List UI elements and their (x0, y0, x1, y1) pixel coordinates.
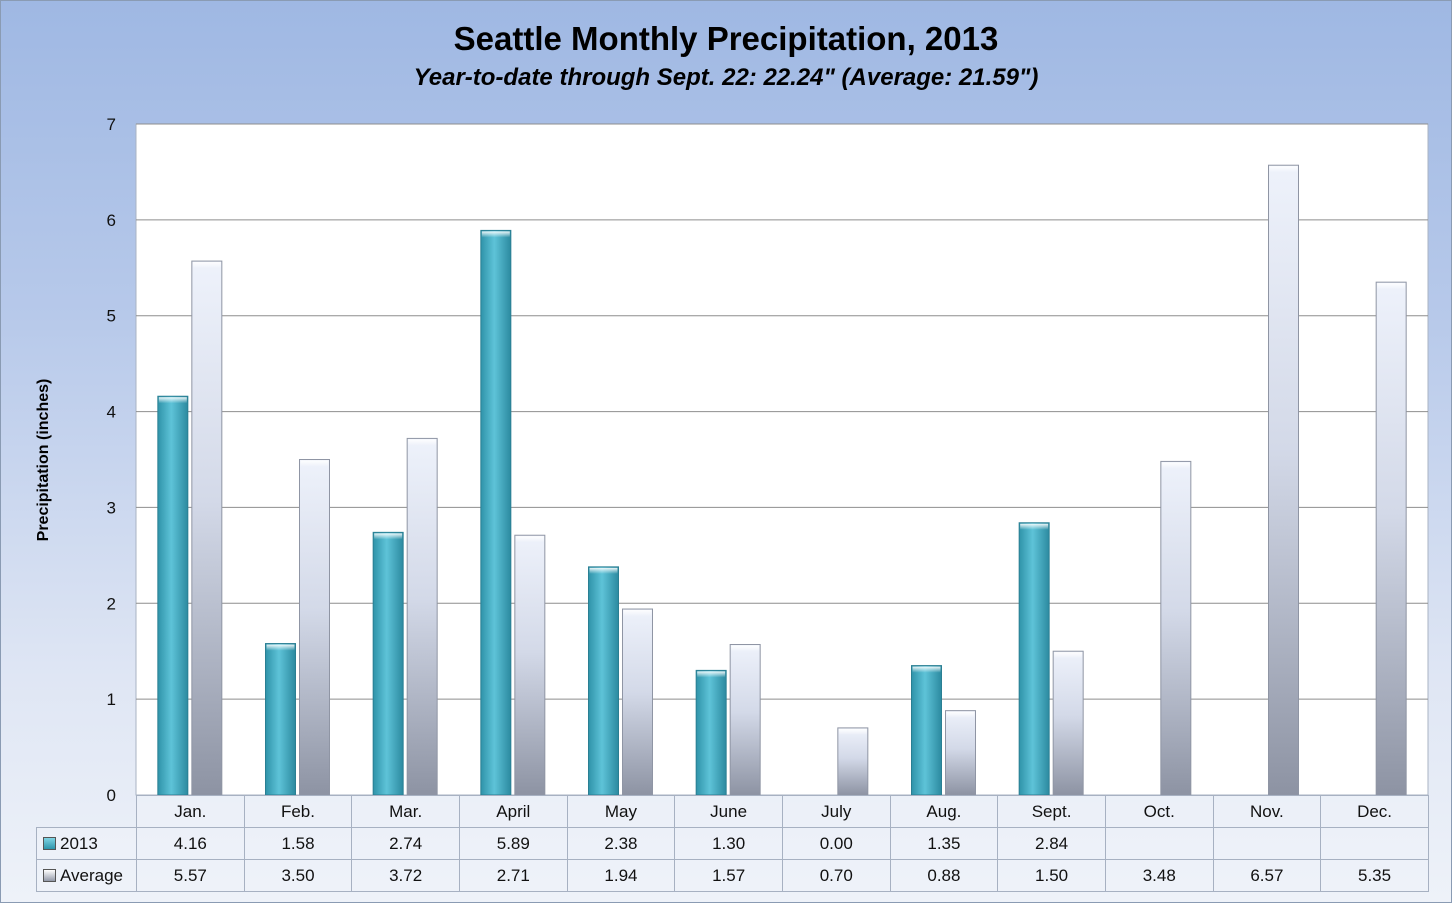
data-label: 5.57 (136, 859, 245, 892)
data-table: Jan. Feb. Mar. April May June July Aug. Sept. Oct… (36, 795, 1429, 892)
bar-2013-7 (911, 665, 942, 796)
bar-2013-2 (372, 531, 404, 796)
chart-subtitle: Year-to-date through Sept. 22: 22.24" (A… (413, 64, 1039, 91)
data-label: 0.70 (781, 859, 891, 892)
bar-average-1 (299, 459, 330, 796)
bar-bevel (481, 231, 510, 238)
data-label: 2.74 (351, 827, 460, 860)
legend-key-swatch (43, 868, 56, 882)
bar-bevel (1054, 652, 1083, 659)
data-label: 0.00 (781, 827, 891, 860)
bar-average-10 (1268, 164, 1299, 796)
bar-average-6 (837, 727, 869, 796)
bar-2013-5 (695, 669, 727, 796)
data-label: 1.30 (674, 827, 783, 860)
data-label: 2.38 (566, 827, 676, 860)
bar-bevel (266, 644, 295, 651)
y-tick-label: 7 (107, 115, 116, 134)
bar-average-0 (191, 260, 223, 796)
bar-bevel (515, 536, 544, 543)
legend-key-swatch (43, 836, 56, 850)
x-category-label: May (566, 795, 676, 828)
bar-2013-3 (480, 229, 512, 796)
bar-2013-0 (157, 395, 189, 796)
bar-bevel (408, 439, 437, 446)
bar-2013-1 (265, 643, 296, 796)
data-label: 6.57 (1212, 859, 1322, 892)
y-tick-label: 5 (107, 307, 116, 326)
bar-bevel (731, 645, 760, 652)
bar-average-8 (1052, 650, 1084, 796)
bar-average-9 (1160, 460, 1192, 796)
x-category-label: June (674, 795, 783, 828)
data-label: 1.94 (566, 859, 676, 892)
bar-average-5 (729, 644, 761, 796)
bar-2013-4 (588, 566, 619, 796)
x-category-label: Oct. (1104, 795, 1214, 828)
bar-2013-8 (1018, 522, 1050, 796)
data-label (1212, 827, 1322, 860)
data-label (1104, 827, 1214, 860)
bar-bevel (1377, 283, 1406, 290)
bar-average-2 (406, 437, 438, 796)
bar-bevel (912, 666, 941, 673)
data-label: 3.50 (243, 859, 353, 892)
bar-bevel (589, 567, 618, 574)
data-label: 0.88 (889, 859, 999, 892)
x-category-label: July (781, 795, 891, 828)
y-tick-label: 6 (107, 211, 116, 230)
y-tick-label: 4 (107, 403, 116, 422)
bar-bevel (838, 728, 867, 735)
bar-bevel (697, 671, 726, 678)
bar-average-4 (622, 608, 653, 796)
bar-bevel (623, 610, 652, 617)
table-corner (36, 795, 137, 828)
bar-average-7 (945, 710, 976, 796)
data-label: 3.72 (351, 859, 460, 892)
plot-background (135, 123, 1429, 796)
data-label: 3.48 (1104, 859, 1214, 892)
data-label: 4.16 (136, 827, 245, 860)
bar-bevel (946, 711, 975, 718)
bar-bevel (1161, 462, 1190, 469)
x-category-label: Nov. (1212, 795, 1322, 828)
y-tick-label: 3 (107, 498, 116, 517)
bar-bevel (192, 262, 221, 269)
bar-average-11 (1375, 281, 1407, 796)
bar-bevel (1020, 523, 1049, 530)
data-label: 2.84 (997, 827, 1106, 860)
bar-bevel (1269, 166, 1298, 173)
y-tick-label: 1 (107, 690, 116, 709)
x-category-label: Mar. (351, 795, 460, 828)
x-category-label: Sept. (997, 795, 1106, 828)
x-category-label: April (458, 795, 568, 828)
data-label: 1.35 (889, 827, 999, 860)
legend-entry-average: Average (36, 859, 137, 892)
data-label: 1.50 (997, 859, 1106, 892)
x-category-label: Jan. (136, 795, 245, 828)
x-category-label: Aug. (889, 795, 999, 828)
bar-average-3 (514, 534, 546, 796)
data-label (1320, 827, 1429, 860)
legend-entry-2013: 2013 (36, 827, 137, 860)
data-label: 5.89 (458, 827, 568, 860)
x-category-label: Dec. (1320, 795, 1429, 828)
legend-series-name: 2013 (60, 833, 98, 853)
data-label: 5.35 (1320, 859, 1429, 892)
data-label: 1.57 (674, 859, 783, 892)
chart-title: Seattle Monthly Precipitation, 2013 (453, 20, 999, 57)
data-label: 1.58 (243, 827, 353, 860)
bar-bevel (374, 533, 403, 540)
data-label: 2.71 (458, 859, 568, 892)
legend-series-name: Average (60, 865, 124, 885)
y-tick-label: 2 (107, 594, 116, 613)
bar-bevel (158, 397, 187, 404)
x-category-label: Feb. (243, 795, 353, 828)
bar-bevel (300, 460, 329, 467)
